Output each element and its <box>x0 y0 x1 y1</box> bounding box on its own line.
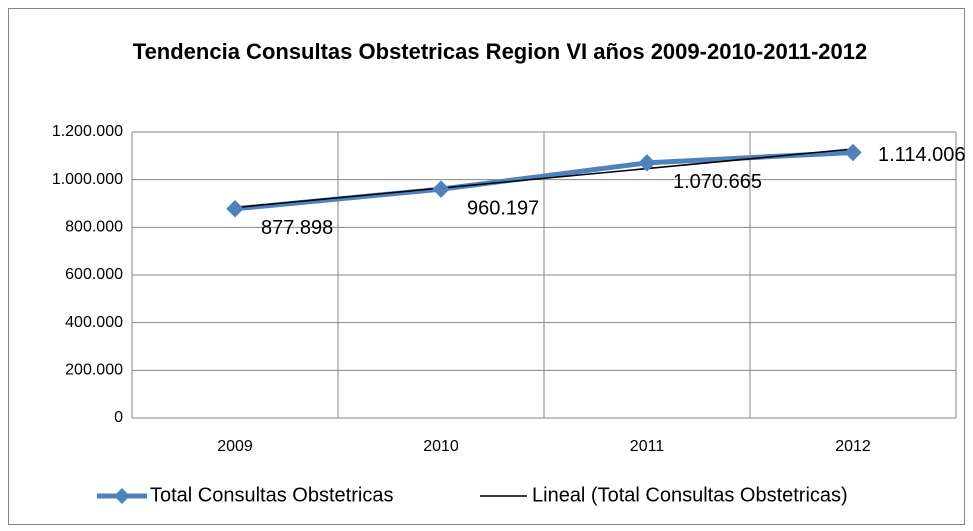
y-tick-label: 1.200.000 <box>52 123 123 140</box>
y-tick-label: 1.000.000 <box>52 171 123 188</box>
legend-marker <box>114 488 130 504</box>
x-tick-label: 2009 <box>217 438 253 455</box>
data-label: 1.070.665 <box>673 171 762 193</box>
chart-title: Tendencia Consultas Obstetricas Region V… <box>132 39 868 64</box>
x-tick-label: 2010 <box>423 438 459 455</box>
series-line <box>234 149 854 212</box>
trend-line <box>234 148 854 209</box>
legend-label: Total Consultas Obstetricas <box>150 484 393 506</box>
data-label: 877.898 <box>261 217 333 239</box>
x-tick-label: 2011 <box>630 438 665 455</box>
data-label: 960.197 <box>467 197 539 219</box>
point-marker <box>638 154 656 172</box>
point-marker <box>226 200 244 218</box>
x-tick-label: 2012 <box>835 438 871 455</box>
y-tick-label: 400.000 <box>65 314 123 331</box>
chart-border <box>8 8 965 525</box>
point-marker <box>432 180 450 198</box>
data-label: 1.114.006 <box>878 144 966 166</box>
y-tick-label: 800.000 <box>65 219 123 236</box>
point-marker <box>844 143 862 162</box>
y-tick-label: 0 <box>114 409 123 426</box>
legend-label: Lineal (Total Consultas Obstetricas) <box>532 484 848 506</box>
y-tick-label: 200.000 <box>65 362 123 379</box>
y-tick-label: 600.000 <box>65 266 123 283</box>
